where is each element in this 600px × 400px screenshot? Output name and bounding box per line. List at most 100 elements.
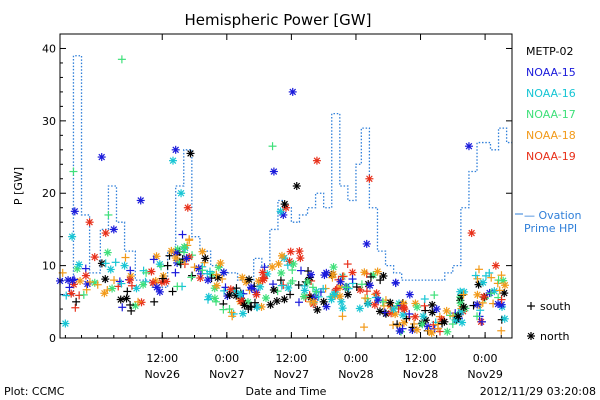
data-point <box>279 210 288 219</box>
cloud-point <box>410 319 419 328</box>
cloud-point <box>360 268 369 277</box>
symbol-legend-label: north <box>540 330 570 343</box>
cloud-point <box>266 300 275 309</box>
y-tick-label: 10 <box>42 260 56 273</box>
cloud-point <box>413 303 422 312</box>
cloud-point <box>226 285 235 294</box>
cloud-point <box>362 287 371 296</box>
x-tick-label-date: Nov27 <box>274 368 309 381</box>
data-point <box>247 283 256 292</box>
cloud-point <box>500 281 509 290</box>
data-point <box>312 156 321 165</box>
cloud-point <box>200 258 209 267</box>
cloud-point <box>171 254 180 263</box>
cloud-point <box>203 295 212 304</box>
cloud-point <box>269 280 278 289</box>
data-point <box>203 276 212 285</box>
data-point <box>438 319 447 328</box>
cloud-point <box>126 266 135 275</box>
footer-x-axis-label: Date and Time <box>246 385 327 398</box>
legend-item: NOAA-15 <box>526 66 576 79</box>
data-point <box>244 305 253 314</box>
cloud-point <box>493 279 502 288</box>
cloud-point <box>348 275 357 284</box>
data-point <box>292 182 301 190</box>
cloud-point <box>313 305 322 314</box>
data-point <box>236 290 245 299</box>
data-point <box>268 142 277 151</box>
cloud-point <box>473 300 482 309</box>
data-point <box>319 297 328 306</box>
data-point <box>400 305 409 314</box>
footer-plot-source: Plot: CCMC <box>4 385 65 398</box>
cloud-point <box>485 268 494 277</box>
data-point <box>104 210 113 219</box>
cloud-point <box>428 308 437 317</box>
cloud-point <box>277 281 286 290</box>
cloud-point <box>190 263 199 272</box>
data-point <box>61 319 70 328</box>
data-point <box>308 283 317 292</box>
data-point <box>152 283 161 292</box>
cloud-point <box>456 307 465 316</box>
cloud-point <box>269 285 278 294</box>
cloud-point <box>173 282 182 291</box>
symbol-legend-marker <box>527 332 535 340</box>
data-point <box>280 200 289 209</box>
cloud-point <box>238 273 247 282</box>
legend-item: NOAA-18 <box>526 129 576 142</box>
cloud-point <box>500 314 509 323</box>
data-point <box>125 276 134 285</box>
cloud-point <box>357 280 366 289</box>
cloud-point <box>399 311 408 320</box>
data-point <box>72 297 81 306</box>
cloud-point <box>386 298 395 307</box>
data-point <box>69 167 78 176</box>
data-point <box>136 196 145 205</box>
cloud-point <box>101 275 110 284</box>
chart-title: Hemispheric Power [GW] <box>185 11 372 29</box>
data-point <box>341 283 350 292</box>
cloud-point <box>118 303 127 312</box>
cloud-point <box>274 259 283 268</box>
y-tick-label: 30 <box>42 115 56 128</box>
cloud-point <box>121 253 130 262</box>
cloud-point <box>212 281 221 290</box>
cloud-point <box>395 326 404 335</box>
x-tick-label-date: Nov27 <box>209 368 244 381</box>
cloud-point <box>260 263 269 272</box>
cloud-point <box>420 301 429 310</box>
cloud-point <box>101 259 110 268</box>
y-axis-label: P [GW] <box>12 167 25 205</box>
cloud-point <box>103 248 112 257</box>
cloud-point <box>198 247 207 256</box>
cloud-point <box>443 327 452 336</box>
cloud-point <box>299 292 308 301</box>
ovation-prime-hpi-line <box>60 55 523 296</box>
cloud-point <box>329 270 338 279</box>
cloud-point <box>495 286 504 295</box>
cloud-point <box>106 265 115 274</box>
cloud-point <box>337 297 346 306</box>
data-point <box>464 142 473 151</box>
cloud-point <box>110 276 119 285</box>
cloud-point <box>219 268 228 277</box>
cloud-point <box>361 294 370 303</box>
symbol-legend: south north <box>527 300 571 343</box>
cloud-point <box>497 295 506 304</box>
cloud-point <box>283 261 292 270</box>
cloud-point <box>294 281 303 290</box>
data-point <box>288 87 297 96</box>
cloud-point <box>171 268 180 277</box>
data-point <box>497 326 506 335</box>
highlighted-points <box>58 55 506 335</box>
data-point <box>150 297 159 306</box>
cloud-point <box>62 291 71 300</box>
cloud-point <box>272 297 281 306</box>
cloud-point <box>276 276 285 285</box>
data-point <box>276 207 285 216</box>
x-tick-label-time: 12:00 <box>146 352 178 365</box>
cloud-point <box>314 292 323 301</box>
cloud-point <box>67 289 76 298</box>
cloud-point <box>90 253 99 262</box>
